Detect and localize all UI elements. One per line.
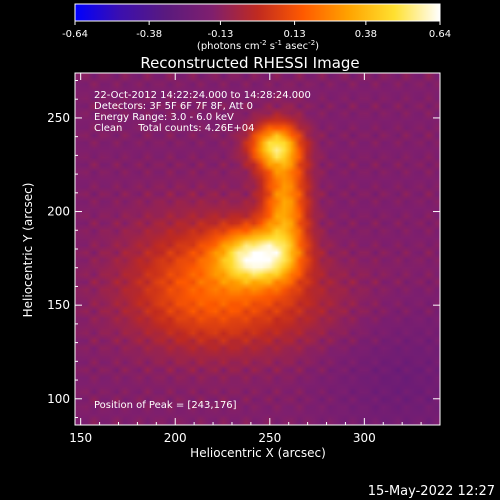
y-axis-label: Heliocentric Y (arcsec): [21, 183, 35, 318]
annotation-total-counts: Clean Total counts: 4.26E+04: [94, 123, 254, 134]
x-tick-label: 150: [69, 431, 92, 445]
heatmap-raster: [75, 73, 440, 425]
x-tick-label: 200: [164, 431, 187, 445]
annotation-detectors: Detectors: 3F 5F 6F 7F 8F, Att 0: [94, 101, 253, 112]
colorbar-tick-label: 0.38: [355, 29, 377, 40]
colorbar-frame: [74, 3, 441, 22]
heatmap-image: [75, 73, 440, 425]
peak-position-label: Position of Peak = [243,176]: [94, 400, 237, 411]
annotation-energy-range: Energy Range: 3.0 - 6.0 keV: [94, 112, 234, 123]
chart-title: Reconstructed RHESSI Image: [140, 54, 359, 72]
colorbar-tick-label: 0.64: [429, 29, 451, 40]
colorbar-gradient: [75, 4, 440, 21]
annotation-time-range: 22-Oct-2012 14:22:24.000 to 14:28:24.000: [94, 90, 311, 101]
timestamp: 15-May-2022 12:27: [368, 484, 495, 499]
y-tick-label: 100: [47, 392, 70, 406]
colorbar-tick-label: -0.13: [207, 29, 233, 40]
x-tick-label: 300: [353, 431, 376, 445]
y-tick-label: 200: [47, 205, 70, 219]
x-tick-label: 250: [258, 431, 281, 445]
y-tick-label: 250: [47, 111, 70, 125]
colorbar-units: (photons cm-2 s-1 asec-2): [197, 39, 319, 52]
colorbar-tick-label: -0.64: [62, 29, 88, 40]
observation-annotations: 22-Oct-2012 14:22:24.000 to 14:28:24.000…: [94, 90, 311, 134]
colorbar: -0.64 -0.38 -0.13 0.13 0.38 0.64 (photons cm-…: [62, 3, 451, 52]
y-tick-label: 150: [47, 298, 70, 312]
colorbar-tick-label: -0.38: [136, 29, 162, 40]
x-axis-label: Heliocentric X (arcsec): [190, 446, 326, 460]
colorbar-tick-label: 0.13: [283, 29, 305, 40]
